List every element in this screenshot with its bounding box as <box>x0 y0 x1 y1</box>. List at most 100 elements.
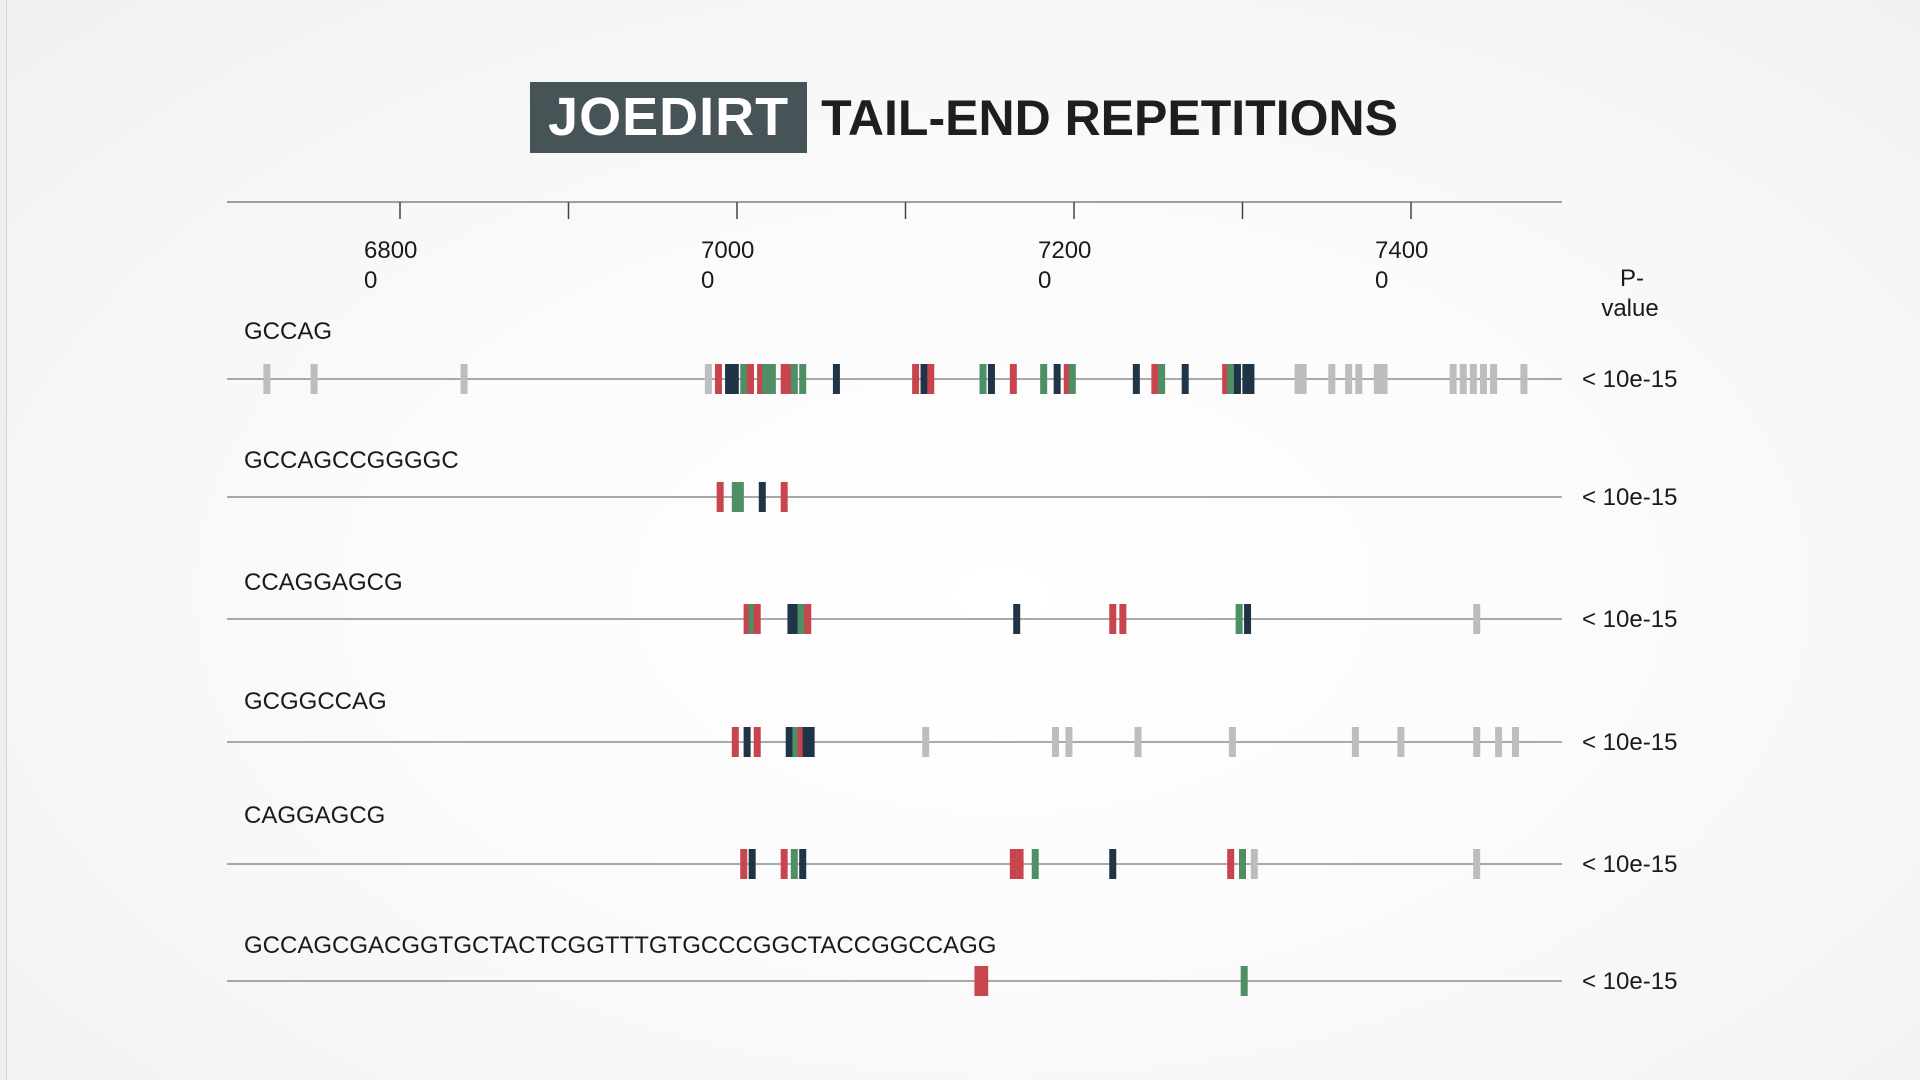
repeat-mark-red <box>1063 364 1071 394</box>
repeat-mark-red <box>780 849 788 879</box>
repeat-mark-navy <box>758 482 766 512</box>
repeat-mark-navy <box>832 364 840 394</box>
repeat-mark-gray <box>1345 364 1353 394</box>
repeat-mark-red <box>1109 604 1117 634</box>
repeat-mark-gray <box>1449 364 1457 394</box>
x-tick-label: 7200 <box>1038 237 1091 264</box>
repeat-mark-gray <box>1495 727 1503 757</box>
repeat-mark-green <box>797 604 805 634</box>
repeat-mark-red <box>927 364 935 394</box>
slide: JOEDIRT TAIL-END REPETITIONS <box>6 0 1920 1080</box>
repeat-mark-navy <box>1109 849 1117 879</box>
repeat-mark-red <box>1151 364 1159 394</box>
repeat-mark-red <box>714 364 722 394</box>
repeat-mark-red <box>753 604 761 634</box>
repeat-mark-navy <box>1013 604 1021 634</box>
motif-label: CCAGGAGCG <box>244 569 403 596</box>
repeat-mark-red <box>716 482 724 512</box>
repeat-mark-gray <box>1351 727 1359 757</box>
repeat-mark-navy <box>1053 364 1061 394</box>
x-tick-label: 7000 <box>701 237 754 264</box>
repeat-mark-green <box>1239 849 1246 879</box>
repeat-mark-gray <box>1397 727 1405 757</box>
x-tick-label-line2: 0 <box>364 267 377 294</box>
x-tick-label-line2: 0 <box>1038 267 1051 294</box>
motif-label: GCCAGCCGGGGC <box>244 447 459 474</box>
x-tick-label-line2: 0 <box>1375 267 1388 294</box>
repeat-mark-gray <box>1065 727 1073 757</box>
pvalue-label: < 10e-15 <box>1582 968 1677 995</box>
repeat-mark-red <box>981 966 989 996</box>
title-text: TAIL-END REPETITIONS <box>821 89 1398 146</box>
repeat-mark-green <box>740 364 748 394</box>
repeat-mark-gray <box>1473 604 1481 634</box>
repeat-mark-red <box>731 727 739 757</box>
pvalue-header: P- <box>1620 265 1644 292</box>
repeat-mark-navy <box>987 364 995 394</box>
repeat-mark-red <box>757 364 765 394</box>
repeat-mark-red <box>785 364 793 394</box>
repeat-mark-navy <box>920 364 928 394</box>
repeat-mark-gray <box>1459 364 1467 394</box>
pvalue-label: < 10e-15 <box>1582 606 1677 633</box>
repeat-mark-navy <box>748 849 756 879</box>
pvalue-label: < 10e-15 <box>1582 484 1677 511</box>
pvalue-label: < 10e-15 <box>1582 366 1677 393</box>
repeat-mark-gray <box>1355 364 1363 394</box>
x-tick-label-line2: 0 <box>701 267 714 294</box>
repeat-mark-green <box>790 364 798 394</box>
pvalue-label: < 10e-15 <box>1582 729 1677 756</box>
repeat-mark-gray <box>1299 364 1307 394</box>
repeat-mark-green <box>979 364 987 394</box>
repeat-mark-gray <box>704 364 712 394</box>
repeat-mark-red <box>740 849 748 879</box>
repeat-mark-red <box>1009 364 1017 394</box>
repeat-mark-green <box>731 482 739 512</box>
repeat-mark-red <box>743 604 751 634</box>
repeat-mark-green <box>762 364 770 394</box>
repeat-mark-red <box>1222 364 1230 394</box>
repeat-mark-red <box>974 966 982 996</box>
pvalue-header-line2: value <box>1601 295 1658 322</box>
repeat-mark-red <box>1227 849 1235 879</box>
repeat-mark-red <box>804 604 812 634</box>
repeat-mark-gray <box>1473 727 1481 757</box>
repeat-mark-green <box>768 364 776 394</box>
repeat-mark-green <box>1240 966 1248 996</box>
repeat-mark-red <box>797 727 805 757</box>
repeat-mark-red <box>1016 849 1024 879</box>
repeat-mark-gray <box>1134 727 1142 757</box>
repeat-mark-red <box>746 364 754 394</box>
repeat-mark-green <box>1040 364 1048 394</box>
repeat-mark-gray <box>1469 364 1477 394</box>
repeat-mark-gray <box>1250 849 1258 879</box>
repeat-mark-gray <box>1479 364 1487 394</box>
repeat-mark-gray <box>310 364 318 394</box>
pvalue-label: < 10e-15 <box>1582 851 1677 878</box>
repeat-mark-gray <box>460 364 468 394</box>
repeat-mark-red <box>780 482 788 512</box>
repeat-mark-navy <box>731 364 739 394</box>
x-tick-label: 6800 <box>364 237 417 264</box>
repeat-mark-navy <box>787 604 795 634</box>
repeat-mark-red <box>1119 604 1127 634</box>
motif-label: GCCAG <box>244 318 332 345</box>
chart-title: JOEDIRT TAIL-END REPETITIONS <box>7 82 1920 153</box>
repeat-mark-navy <box>1233 364 1241 394</box>
repeat-mark-red <box>1009 849 1017 879</box>
repeat-mark-red <box>753 727 761 757</box>
repeat-mark-navy <box>807 727 815 757</box>
repeat-mark-green <box>1031 849 1039 879</box>
repeat-mark-gray <box>1380 364 1388 394</box>
repeat-mark-green <box>1068 364 1076 394</box>
repeat-mark-navy <box>802 727 810 757</box>
repeat-mark-gray <box>1520 364 1528 394</box>
repeat-mark-green <box>1235 604 1243 634</box>
repeat-mark-navy <box>785 727 793 757</box>
repeat-mark-gray <box>1228 727 1236 757</box>
repeat-mark-green <box>1158 364 1166 394</box>
repeat-mark-green <box>748 604 756 634</box>
repeat-mark-green <box>736 482 744 512</box>
repeat-mark-navy <box>792 604 800 634</box>
